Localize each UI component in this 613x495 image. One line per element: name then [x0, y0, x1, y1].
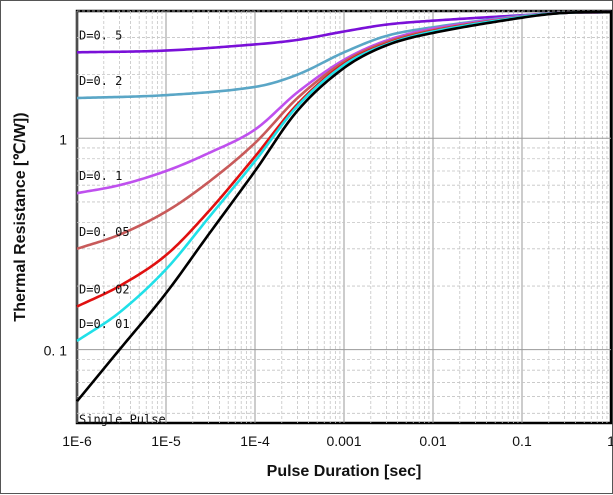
x-axis-ticks: 1E-6 1E-5 1E-4 0.001 0.01 0.1 1 — [62, 433, 613, 449]
curve-label: D=0. 5 — [79, 28, 122, 42]
y-axis-ticks: 0. 1 1 — [44, 131, 68, 358]
x-tick-label: 0.001 — [326, 433, 361, 449]
curve-label: D=0. 01 — [79, 317, 130, 331]
y-tick-label: 1 — [59, 131, 67, 147]
curve-label: D=0. 2 — [79, 74, 122, 88]
x-tick-label: 1E-6 — [62, 433, 92, 449]
x-tick-label: 0.1 — [512, 433, 532, 449]
curve-label: D=0. 1 — [79, 169, 122, 183]
grid-lines — [76, 10, 611, 423]
y-tick-label: 0. 1 — [44, 343, 68, 359]
x-tick-label: 1 — [607, 433, 613, 449]
curve-label: Single Pulse — [79, 412, 166, 426]
curve-labels: D=0. 5 D=0. 2 D=0. 1 D=0. 05 D=0. 02 D=0. 01 S… — [79, 28, 166, 426]
x-axis-title: Pulse Duration [sec] — [267, 463, 422, 480]
curve-label: D=0. 02 — [79, 283, 130, 297]
curves — [75, 10, 612, 403]
curve-single-pulse — [75, 10, 612, 403]
x-tick-label: 1E-4 — [240, 433, 270, 449]
x-tick-label: 0.01 — [419, 433, 446, 449]
x-tick-label: 1E-5 — [151, 433, 181, 449]
y-axis-title: Thermal Resistance [℃/W]) — [12, 112, 29, 321]
curve-label: D=0. 05 — [79, 225, 130, 239]
